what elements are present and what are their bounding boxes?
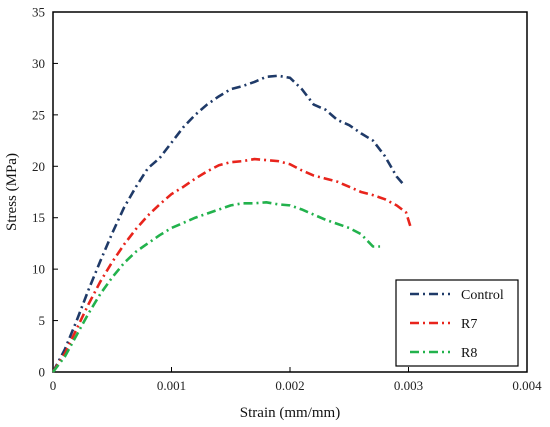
y-tick-label: 5 [39,313,46,328]
y-axis-title: Stress (MPa) [4,153,20,231]
legend: Control R7 R8 [395,279,519,367]
x-tick-label: 0.001 [157,378,186,393]
series-line-control [51,74,405,373]
x-axis-title: Strain (mm/mm) [240,405,340,421]
series-layer [51,74,413,373]
x-tick-label: 0.004 [512,378,542,393]
y-tick-label: 0 [39,365,46,380]
x-tick-label: 0.003 [394,378,423,393]
legend-label-control: Control [461,288,504,303]
y-tick-label: 35 [32,5,45,20]
x-axis: 0 0.001 0.002 0.003 0.004 [50,367,542,393]
legend-label-r8: R8 [461,346,477,361]
series-line-r7 [51,157,413,373]
y-tick-label: 15 [32,210,45,225]
x-tick-label: 0 [50,378,57,393]
series-line-r8 [51,200,381,373]
y-tick-label: 10 [32,262,45,277]
y-tick-label: 25 [32,107,45,122]
y-tick-label: 20 [32,159,45,174]
y-tick-label: 30 [32,56,45,71]
y-axis: 0 5 10 15 20 25 30 35 [32,5,58,380]
legend-label-r7: R7 [461,317,477,332]
x-tick-label: 0.002 [275,378,304,393]
